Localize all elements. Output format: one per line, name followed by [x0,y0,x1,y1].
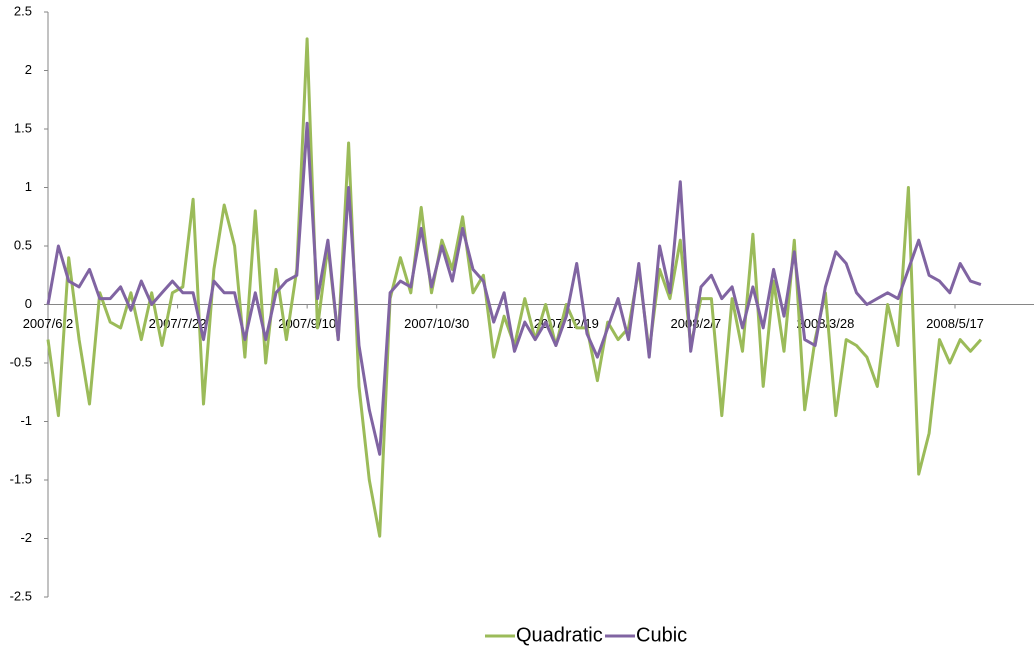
y-tick-label: -2 [20,530,32,545]
y-tick-label: 2 [25,62,32,77]
y-tick-label: -0.5 [10,354,32,369]
y-tick-label: -1.5 [10,471,32,486]
y-tick-label: 1.5 [14,120,32,135]
y-tick-label: 1 [25,179,32,194]
line-series [46,121,982,456]
x-tick-label: 2007/9/10 [278,316,336,331]
legend-label: Quadratic [516,624,603,646]
y-tick-label: 0 [25,296,32,311]
x-tick-label: 2007/7/22 [149,316,207,331]
line-series [46,37,983,538]
x-tick-label: 2008/3/28 [797,316,855,331]
x-tick-label: 2008/5/17 [926,316,984,331]
legend-label: Cubic [636,624,687,646]
x-tick-label: 2007/10/30 [404,316,469,331]
x-tick-label: 2007/6/2 [23,316,74,331]
y-tick-label: 2.5 [14,3,32,18]
y-tick-label: 0.5 [14,237,32,252]
y-tick-label: -2.5 [10,588,32,603]
y-tick-label: -1 [20,413,32,428]
